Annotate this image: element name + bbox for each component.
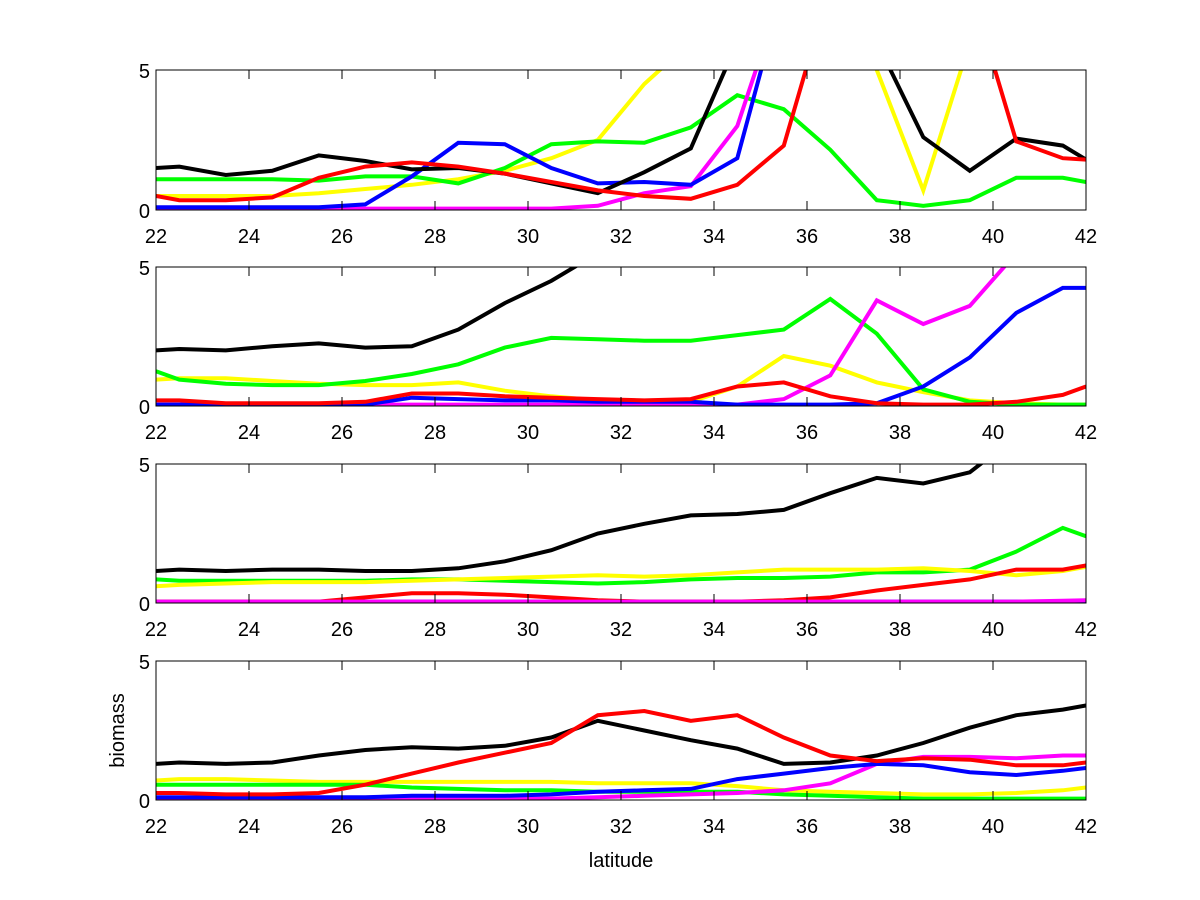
plot-area — [156, 70, 1086, 210]
x-tick-label: 40 — [982, 422, 1004, 444]
x-tick-label: 28 — [424, 422, 446, 444]
x-tick-label: 30 — [517, 422, 539, 444]
x-tick-label: 32 — [610, 816, 632, 838]
x-tick-label: 36 — [796, 619, 818, 641]
x-tick-label: 38 — [889, 226, 911, 248]
x-tick-label: 34 — [703, 226, 725, 248]
x-tick-label: 40 — [982, 816, 1004, 838]
x-tick-label: 30 — [517, 816, 539, 838]
y-tick-label: 5 — [139, 258, 150, 280]
x-tick-label: 36 — [796, 422, 818, 444]
x-tick-label: 30 — [517, 619, 539, 641]
x-tick-label: 24 — [238, 422, 260, 444]
x-tick-label: 36 — [796, 226, 818, 248]
x-tick-label: 38 — [889, 619, 911, 641]
series-line-green — [156, 296, 1086, 406]
series-group — [156, 70, 1086, 210]
series-line-black — [156, 70, 1086, 196]
x-tick-label: 24 — [238, 619, 260, 641]
y-tick-label: 5 — [139, 61, 150, 83]
x-tick-label: 38 — [889, 816, 911, 838]
subplot-3: 22 24 26 28 30 32 34 36 38 40 42 0 5 — [139, 455, 1097, 641]
series-line-black — [156, 464, 984, 574]
x-tick-label: 32 — [610, 226, 632, 248]
x-tick-label: 26 — [331, 619, 353, 641]
x-tick-label: 22 — [145, 226, 167, 248]
x-tick-label: 34 — [703, 422, 725, 444]
subplot-4: 22 24 26 28 30 32 34 36 38 40 42 0 5 latitude biomass — [107, 652, 1097, 872]
x-tick-label: 42 — [1075, 422, 1097, 444]
y-tick-label: 0 — [139, 791, 150, 813]
series-line-yellow — [156, 777, 1086, 797]
series-line-red — [156, 70, 1086, 203]
x-tick-label: 34 — [703, 619, 725, 641]
x-tick-label: 24 — [238, 226, 260, 248]
subplot-1: 22 24 26 28 30 32 34 36 38 40 42 0 5 — [139, 61, 1097, 248]
x-tick-label: 26 — [331, 226, 353, 248]
y-tick-label: 0 — [139, 594, 150, 616]
x-tick-label: 42 — [1075, 816, 1097, 838]
y-tick-label: 5 — [139, 652, 150, 674]
x-tick-label: 42 — [1075, 619, 1097, 641]
series-line-yellow — [156, 564, 1086, 589]
x-tick-label: 34 — [703, 816, 725, 838]
x-tick-label: 28 — [424, 226, 446, 248]
x-tick-label: 26 — [331, 422, 353, 444]
x-tick-label: 30 — [517, 226, 539, 248]
series-line-black — [156, 267, 579, 353]
x-tick-label: 40 — [982, 226, 1004, 248]
series-line-green — [156, 93, 1086, 208]
series-line-red — [156, 708, 1086, 797]
y-tick-label: 0 — [139, 397, 150, 419]
subplot-2: 22 24 26 28 30 32 34 36 38 40 42 0 5 — [139, 258, 1097, 444]
x-tick-label: 38 — [889, 422, 911, 444]
x-tick-label: 32 — [610, 422, 632, 444]
x-axis-label: latitude — [589, 850, 654, 872]
x-tick-label: 22 — [145, 619, 167, 641]
y-axis-label: biomass — [107, 693, 129, 767]
x-tick-label: 28 — [424, 816, 446, 838]
x-tick-label: 36 — [796, 816, 818, 838]
x-tick-label: 24 — [238, 816, 260, 838]
x-tick-label: 22 — [145, 816, 167, 838]
series-line-black — [156, 703, 1086, 766]
plot-area — [156, 661, 1086, 800]
x-tick-label: 32 — [610, 619, 632, 641]
x-tick-label: 22 — [145, 422, 167, 444]
y-tick-label: 5 — [139, 455, 150, 477]
x-tick-label: 28 — [424, 619, 446, 641]
x-tick-label: 26 — [331, 816, 353, 838]
series-line-yellow — [156, 70, 964, 198]
x-tick-label: 40 — [982, 619, 1004, 641]
y-tick-label: 0 — [139, 201, 150, 223]
x-tick-label: 42 — [1075, 226, 1097, 248]
